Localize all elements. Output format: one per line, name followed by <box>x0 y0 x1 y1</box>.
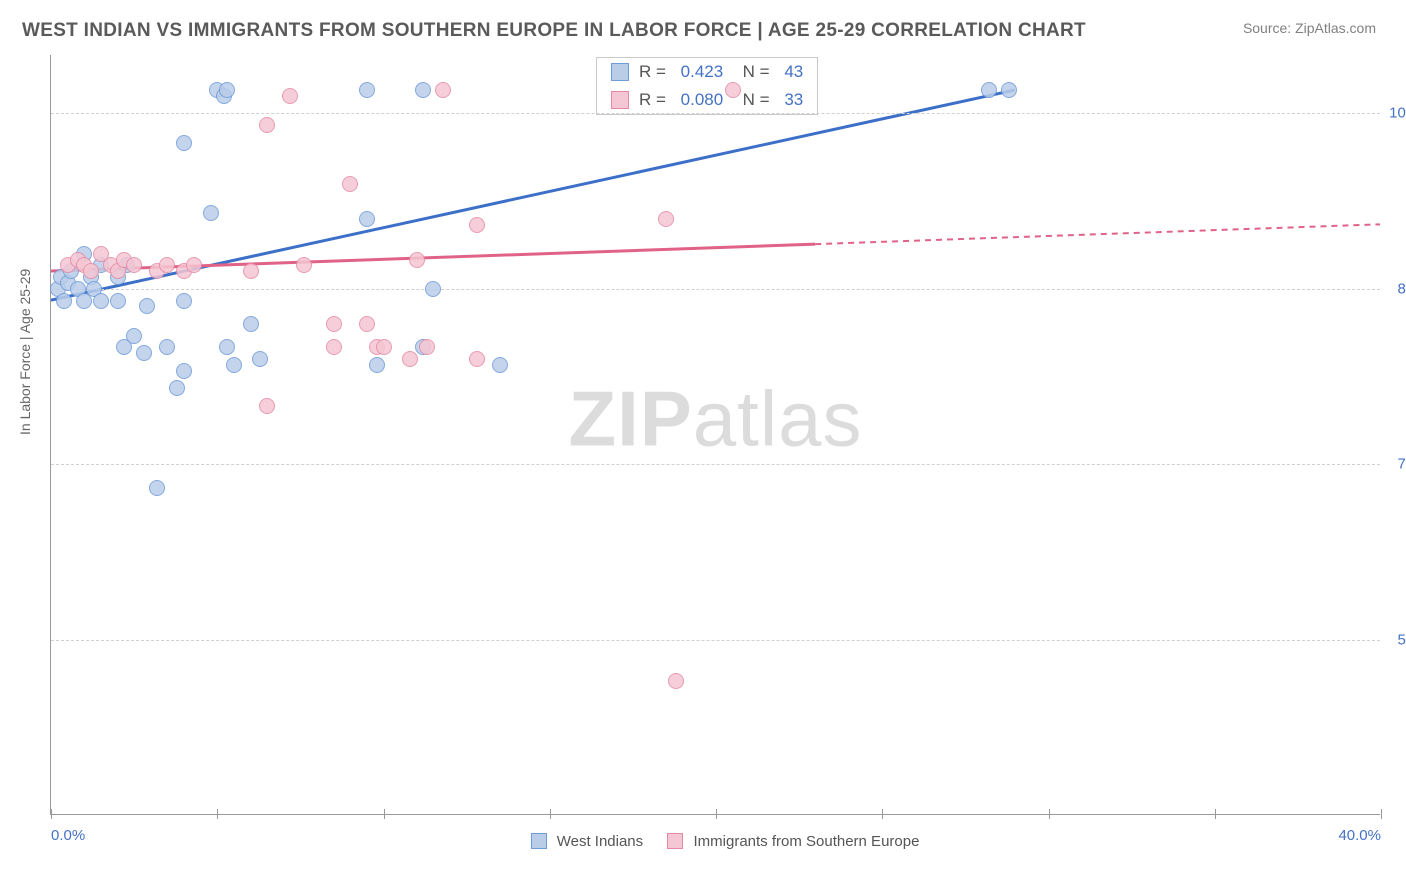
legend-label-1: West Indians <box>557 833 643 850</box>
data-point <box>139 298 155 314</box>
x-tick <box>1381 809 1382 819</box>
data-point <box>415 82 431 98</box>
data-point <box>83 263 99 279</box>
legend-swatch-bottom-1 <box>531 833 547 849</box>
data-point <box>159 339 175 355</box>
data-point <box>469 351 485 367</box>
trend-lines <box>51 55 1380 814</box>
data-point <box>359 82 375 98</box>
data-point <box>376 339 392 355</box>
bottom-legend: West Indians Immigrants from Southern Eu… <box>50 833 1380 850</box>
data-point <box>725 82 741 98</box>
plot-region: ZIPatlas R = 0.423 N = 43 R = 0.080 N = … <box>50 55 1380 815</box>
data-point <box>219 339 235 355</box>
data-point <box>243 263 259 279</box>
data-point <box>296 257 312 273</box>
data-point <box>282 88 298 104</box>
chart-title: WEST INDIAN VS IMMIGRANTS FROM SOUTHERN … <box>22 20 1086 42</box>
data-point <box>326 339 342 355</box>
data-point <box>176 363 192 379</box>
chart-area: ZIPatlas R = 0.423 N = 43 R = 0.080 N = … <box>50 55 1380 815</box>
x-tick <box>716 809 717 819</box>
y-tick-label: 100.0% <box>1389 105 1406 122</box>
data-point <box>110 293 126 309</box>
source-label: Source: ZipAtlas.com <box>1243 20 1376 36</box>
data-point <box>219 82 235 98</box>
x-tick <box>51 809 52 819</box>
data-point <box>409 252 425 268</box>
data-point <box>169 380 185 396</box>
data-point <box>359 211 375 227</box>
data-point <box>369 357 385 373</box>
gridline <box>51 289 1380 290</box>
data-point <box>176 293 192 309</box>
stats-legend: R = 0.423 N = 43 R = 0.080 N = 33 <box>596 57 818 115</box>
watermark: ZIPatlas <box>568 374 862 465</box>
x-tick <box>1049 809 1050 819</box>
gridline <box>51 113 1380 114</box>
data-point <box>252 351 268 367</box>
y-tick-label: 70.0% <box>1397 456 1406 473</box>
data-point <box>56 293 72 309</box>
data-point <box>492 357 508 373</box>
data-point <box>186 257 202 273</box>
data-point <box>469 217 485 233</box>
data-point <box>419 339 435 355</box>
x-tick <box>1215 809 1216 819</box>
data-point <box>359 316 375 332</box>
data-point <box>176 135 192 151</box>
y-tick-label: 85.0% <box>1397 280 1406 297</box>
legend-label-2: Immigrants from Southern Europe <box>694 833 920 850</box>
data-point <box>126 257 142 273</box>
legend-swatch-bottom-2 <box>667 833 683 849</box>
data-point <box>658 211 674 227</box>
data-point <box>259 398 275 414</box>
x-tick <box>217 809 218 819</box>
stats-row-2: R = 0.080 N = 33 <box>597 86 817 114</box>
data-point <box>402 351 418 367</box>
data-point <box>126 328 142 344</box>
legend-swatch-2 <box>611 91 629 109</box>
data-point <box>159 257 175 273</box>
data-point <box>243 316 259 332</box>
data-point <box>93 293 109 309</box>
data-point <box>342 176 358 192</box>
x-tick <box>882 809 883 819</box>
data-point <box>259 117 275 133</box>
data-point <box>149 480 165 496</box>
gridline <box>51 464 1380 465</box>
data-point <box>981 82 997 98</box>
y-axis-label: In Labor Force | Age 25-29 <box>17 269 33 435</box>
legend-swatch-1 <box>611 63 629 81</box>
x-tick <box>550 809 551 819</box>
data-point <box>1001 82 1017 98</box>
gridline <box>51 640 1380 641</box>
data-point <box>203 205 219 221</box>
data-point <box>435 82 451 98</box>
data-point <box>668 673 684 689</box>
data-point <box>326 316 342 332</box>
stats-row-1: R = 0.423 N = 43 <box>597 58 817 86</box>
x-tick <box>384 809 385 819</box>
data-point <box>425 281 441 297</box>
data-point <box>226 357 242 373</box>
y-tick-label: 55.0% <box>1397 631 1406 648</box>
data-point <box>136 345 152 361</box>
